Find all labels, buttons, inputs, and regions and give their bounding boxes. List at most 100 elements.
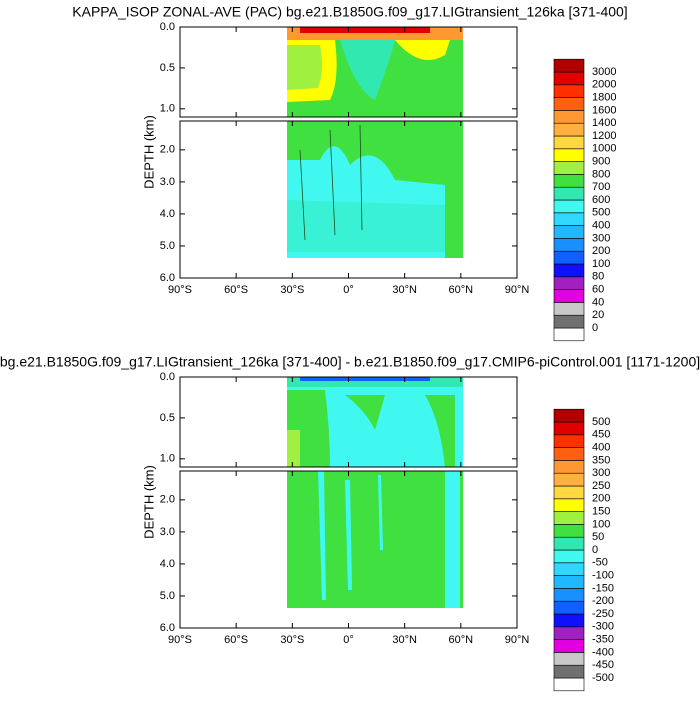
colorbar-label: 0 [592, 322, 598, 334]
y-tick-label: 5.0 [160, 240, 175, 252]
colorbar-box [553, 238, 585, 252]
colorbar-box [553, 250, 585, 265]
colorbar-box [553, 677, 585, 692]
colorbar-box [553, 174, 585, 188]
colorbar-label: 3000 [592, 66, 616, 78]
x-tick-label: 30°N [392, 284, 417, 296]
colorbar-label: 400 [592, 442, 610, 454]
x-tick-label: 90°N [505, 634, 530, 646]
colorbar-box [553, 549, 585, 564]
colorbar-box [553, 161, 585, 175]
x-tick-label: 90°S [168, 634, 192, 646]
colorbar-box [553, 97, 585, 111]
colorbar-box [553, 408, 585, 423]
x-tick-label: 60°S [224, 634, 248, 646]
colorbar-label: -450 [592, 659, 614, 671]
colorbar-label: 350 [592, 454, 610, 466]
colorbar-label: 20 [592, 309, 604, 321]
colorbar-label: 40 [592, 296, 604, 308]
colorbar-label: -500 [592, 672, 614, 684]
colorbar-box [553, 447, 585, 461]
y-tick-label: 2.0 [160, 144, 175, 156]
chart: KAPPA_ISOP ZONAL-AVE (PAC) bg.e21.B1850G… [72, 4, 628, 342]
colorbar-box [553, 289, 585, 303]
colorbar-label: 500 [592, 416, 610, 428]
colorbar-box [553, 58, 585, 73]
y-tick-label: 0.5 [160, 412, 175, 424]
colorbar-label: -200 [592, 595, 614, 607]
colorbar-box [553, 302, 585, 316]
colorbar-label: 1800 [592, 92, 616, 104]
x-tick-label: 30°N [392, 634, 417, 646]
colorbar-box [553, 421, 585, 436]
colorbar-label: 800 [592, 168, 610, 180]
colorbar-box [553, 639, 585, 653]
colorbar-label: 100 [592, 518, 610, 530]
y-tick-label: 6.0 [160, 272, 175, 284]
y-tick-label: 1.0 [160, 103, 175, 115]
colorbar-box [553, 110, 585, 124]
colorbar-label: 80 [592, 271, 604, 283]
colorbar-label: 500 [592, 207, 610, 219]
chart: bg.e21.B1850G.f09_g17.LIGtransient_126ka… [0, 354, 700, 692]
colorbar-box [553, 71, 585, 86]
colorbar-label: 200 [592, 493, 610, 505]
colorbar-box [553, 327, 585, 342]
y-tick-label: 0.0 [160, 21, 175, 33]
colorbar-label: -250 [592, 608, 614, 620]
x-tick-label: 0° [343, 284, 354, 296]
y-tick-label: 6.0 [160, 622, 175, 634]
field-bottom [287, 377, 463, 608]
colorbar-label: -50 [592, 557, 608, 569]
colorbar-box [553, 135, 585, 150]
colorbar-label: 450 [592, 429, 610, 441]
colorbar-box [553, 84, 585, 98]
colorbar-label: 150 [592, 506, 610, 518]
colorbar-label: 1000 [592, 143, 616, 155]
colorbar-box [553, 626, 585, 640]
colorbar-box [553, 225, 585, 239]
colorbar-label: -400 [592, 646, 614, 658]
y-tick-label: 4.0 [160, 558, 175, 570]
colorbar-box [553, 485, 585, 500]
colorbar-label: 400 [592, 220, 610, 232]
x-tick-label: 60°N [449, 284, 474, 296]
colorbar-box [553, 524, 585, 538]
y-tick-label: 0.5 [160, 62, 175, 74]
colorbar-label: -350 [592, 634, 614, 646]
colorbar-label: 1600 [592, 104, 616, 116]
colorbar-box [553, 122, 585, 137]
colorbar-box [553, 314, 585, 329]
x-tick-label: 0° [343, 634, 354, 646]
colorbar-box [553, 600, 585, 615]
y-tick-label: 1.0 [160, 453, 175, 465]
colorbar-box [553, 562, 585, 576]
colorbar-box [553, 148, 585, 162]
colorbar-box [553, 511, 585, 525]
y-tick-label: 2.0 [160, 494, 175, 506]
colorbar-label: 900 [592, 156, 610, 168]
y-axis-label: DEPTH (km) [141, 465, 156, 539]
y-tick-label: 3.0 [160, 176, 175, 188]
y-tick-label: 4.0 [160, 208, 175, 220]
colorbar-box [553, 613, 585, 628]
colorbar-label: 0 [592, 544, 598, 556]
colorbar-label: 300 [592, 467, 610, 479]
colorbar-label: 50 [592, 531, 604, 543]
colorbar-box [553, 212, 585, 226]
colorbar-box [553, 186, 585, 201]
colorbar-box [553, 498, 585, 512]
x-tick-label: 60°N [449, 634, 474, 646]
field-top [287, 27, 463, 258]
colorbar-label: 600 [592, 194, 610, 206]
chart-title: bg.e21.B1850G.f09_g17.LIGtransient_126ka… [0, 354, 700, 370]
x-tick-label: 90°S [168, 284, 192, 296]
colorbar-box [553, 536, 585, 551]
colorbar-box [553, 276, 585, 290]
colorbar-box [553, 472, 585, 487]
colorbar-label: -150 [592, 582, 614, 594]
y-tick-label: 3.0 [160, 526, 175, 538]
x-tick-label: 30°S [280, 634, 304, 646]
colorbar-box [553, 652, 585, 666]
colorbar-label: 300 [592, 232, 610, 244]
